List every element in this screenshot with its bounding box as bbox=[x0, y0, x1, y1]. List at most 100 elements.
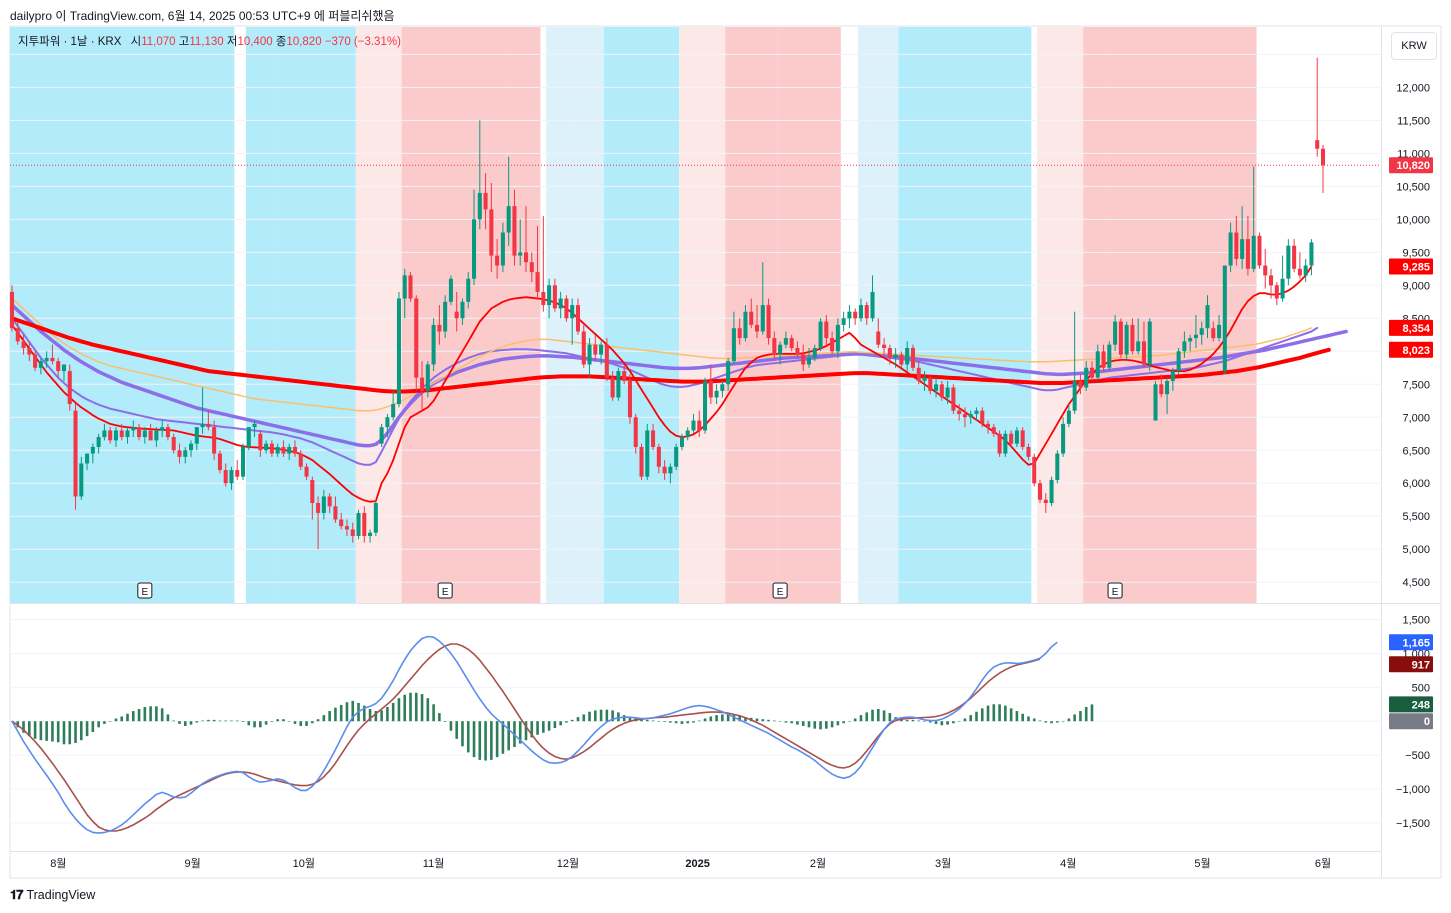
candle bbox=[90, 443, 95, 464]
candle-body bbox=[258, 433, 263, 451]
macd-histogram-bar bbox=[276, 719, 279, 722]
macd-histogram-bar bbox=[334, 707, 337, 722]
open-label: 시 bbox=[130, 36, 142, 48]
candle bbox=[229, 466, 234, 490]
macd-histogram-bar bbox=[143, 706, 147, 722]
candle bbox=[882, 338, 887, 355]
earnings-marker[interactable]: E bbox=[1107, 582, 1123, 599]
candle-body bbox=[200, 423, 205, 428]
candle-body bbox=[1095, 351, 1100, 378]
macd-histogram-bar bbox=[178, 721, 181, 724]
candle bbox=[362, 506, 367, 543]
macd-histogram-bar bbox=[478, 721, 482, 760]
currency-button[interactable]: KRW bbox=[1391, 32, 1437, 60]
macd-histogram-bar bbox=[888, 713, 892, 722]
candle-body bbox=[668, 466, 673, 474]
tradingview-logo[interactable]: 𝟏𝟕 TradingView bbox=[10, 887, 95, 903]
candle-body bbox=[830, 338, 835, 352]
time-axis[interactable]: 8월 9월 10월 11월 12월 2025 2월 3월 4월 5월 6월 bbox=[50, 857, 1331, 870]
candle-body bbox=[356, 512, 361, 537]
macd-histogram-bar bbox=[542, 721, 545, 733]
close-value: 10,820 bbox=[286, 36, 322, 48]
candle-body bbox=[1089, 367, 1095, 378]
candle bbox=[1297, 252, 1302, 279]
macd-histogram-bar bbox=[697, 720, 701, 722]
macd-histogram-bar bbox=[328, 711, 331, 722]
candle bbox=[437, 305, 442, 345]
macd-histogram-bar bbox=[703, 718, 707, 722]
candle-body bbox=[1165, 380, 1170, 395]
macd-histogram-bar bbox=[91, 721, 95, 733]
background-band bbox=[898, 27, 1032, 603]
candle-body bbox=[714, 390, 719, 398]
candle bbox=[1159, 374, 1164, 398]
candle-body bbox=[304, 466, 309, 477]
macd-histogram-bar bbox=[495, 721, 499, 758]
background-band bbox=[546, 27, 570, 603]
macd-histogram-bar bbox=[438, 713, 441, 722]
macd-histogram-bar bbox=[1015, 711, 1019, 722]
candle bbox=[1113, 315, 1118, 352]
candle-body bbox=[547, 285, 552, 306]
candle-body bbox=[1136, 341, 1141, 352]
symbol-legend[interactable]: 지투파워 · 1날 · KRX 시11,070 고11,130 저10,400 … bbox=[18, 33, 401, 49]
candle bbox=[1292, 239, 1297, 273]
macd-histogram-bar bbox=[905, 719, 909, 722]
macd-histogram-bar bbox=[45, 721, 48, 741]
publish-caption: dailypro 이 TradingView.com, 6월 14, 2025 … bbox=[10, 9, 395, 23]
earnings-marker[interactable]: E bbox=[437, 582, 453, 599]
macd-histogram-bar bbox=[547, 721, 551, 731]
candle-body bbox=[131, 427, 136, 431]
candle bbox=[1061, 417, 1066, 457]
macd-histogram-bar bbox=[819, 721, 822, 730]
candle bbox=[108, 427, 113, 444]
candle-body bbox=[1020, 430, 1025, 447]
candle bbox=[674, 443, 679, 471]
price-axis[interactable]: 4,5005,0005,5006,0006,5007,0007,5008,000… bbox=[1389, 49, 1433, 589]
candle-body bbox=[420, 377, 425, 391]
candle bbox=[356, 509, 361, 540]
candle bbox=[339, 512, 344, 530]
candle bbox=[1199, 321, 1204, 345]
time-tick-label: 11월 bbox=[423, 857, 445, 870]
macd-histogram-bar bbox=[536, 721, 539, 735]
price-tick-label: 7,000 bbox=[1402, 412, 1430, 424]
macd-histogram-bar bbox=[207, 719, 210, 722]
background-band bbox=[1083, 27, 1107, 603]
candle bbox=[408, 272, 413, 302]
candle bbox=[477, 120, 482, 230]
candle-body bbox=[448, 278, 453, 302]
candle bbox=[1274, 282, 1279, 306]
candle bbox=[448, 275, 453, 306]
candle bbox=[743, 305, 748, 342]
background-bands bbox=[10, 27, 1257, 603]
candle-body bbox=[945, 387, 950, 398]
candle-body bbox=[697, 420, 702, 431]
candle bbox=[1032, 453, 1037, 487]
candle-body bbox=[691, 420, 696, 431]
earnings-marker[interactable]: E bbox=[137, 582, 153, 599]
macd-histogram-bar bbox=[293, 721, 297, 724]
candle bbox=[287, 443, 292, 461]
time-tick-label: 8월 bbox=[50, 857, 66, 870]
candle-body bbox=[523, 252, 529, 263]
zero-value-label-text: 0 bbox=[1424, 716, 1430, 728]
candle bbox=[604, 338, 609, 381]
candle-body bbox=[1193, 334, 1198, 339]
candle-body bbox=[1141, 341, 1146, 365]
candle-body bbox=[939, 384, 944, 398]
macd-histogram-bar bbox=[530, 721, 534, 738]
candle-body bbox=[56, 361, 61, 372]
macd-histogram-bar bbox=[1021, 713, 1024, 722]
macd-histogram-bar bbox=[617, 712, 620, 722]
macd-histogram-bar bbox=[85, 721, 89, 737]
candle bbox=[801, 344, 806, 372]
candle bbox=[656, 443, 661, 474]
macd-axis[interactable]: 1,5001,000500−500−1,000−1,5001,165917248… bbox=[1389, 615, 1433, 830]
candle-body bbox=[1211, 328, 1216, 339]
ma-value-label-bg bbox=[1389, 319, 1433, 336]
earnings-marker[interactable]: E bbox=[772, 582, 788, 599]
candle-body bbox=[1182, 341, 1187, 352]
